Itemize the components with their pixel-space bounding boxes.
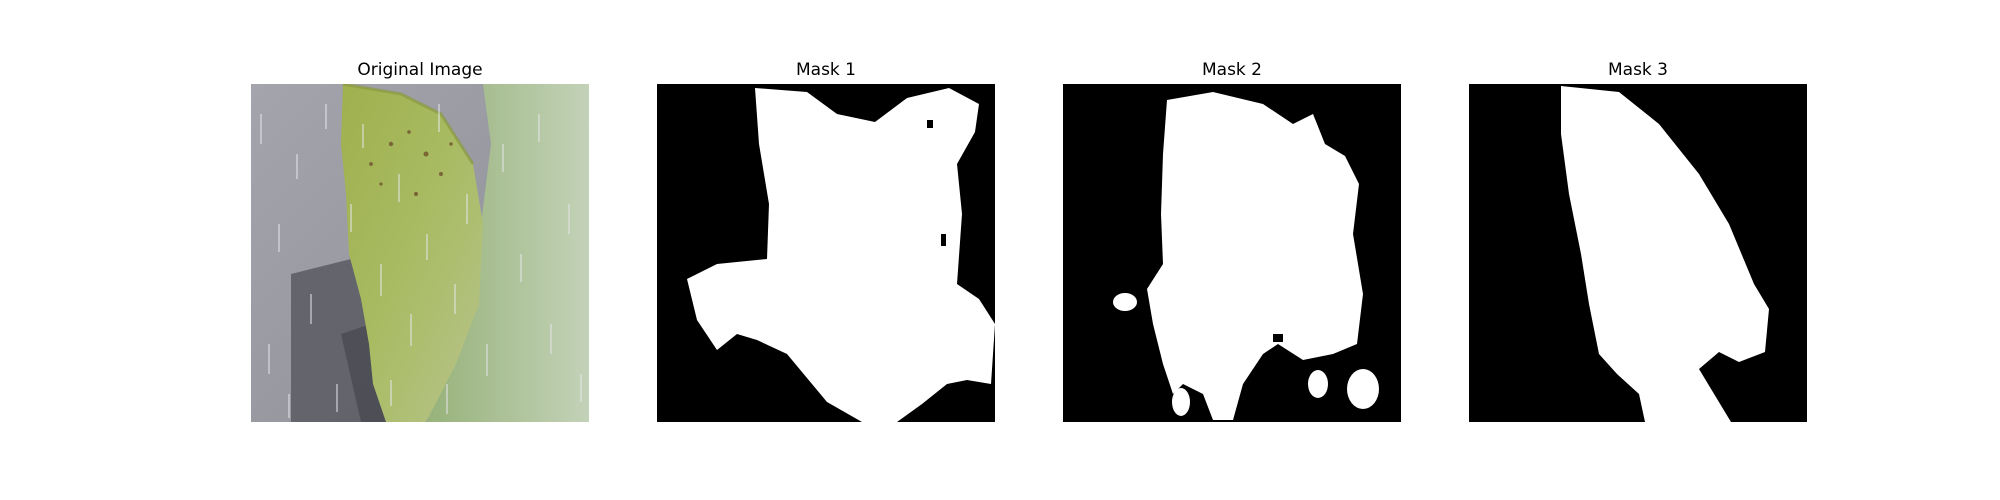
leaf-spots <box>369 130 453 197</box>
panel-title: Mask 2 <box>1201 60 1262 80</box>
panel-mask-2: Mask 2 <box>1063 58 1401 422</box>
panel-title: Original Image <box>357 60 483 80</box>
rain-streaks <box>260 104 582 418</box>
mask-3-image <box>1469 84 1807 422</box>
mask-blob <box>1113 293 1137 311</box>
leaf <box>341 84 483 422</box>
panel-title: Mask 1 <box>795 60 856 80</box>
panel-original-image: Original Image <box>251 58 589 422</box>
panel-mask-1: Mask 1 <box>657 58 995 422</box>
pale-leaf <box>427 84 589 422</box>
panel-title: Mask 3 <box>1607 60 1668 80</box>
mask-1-image <box>657 84 995 422</box>
mask-region <box>1147 92 1363 420</box>
panel-mask-3: Mask 3 <box>1469 58 1807 422</box>
mask-hole <box>1303 94 1333 114</box>
mask-region <box>687 88 995 422</box>
leaf-edge <box>342 84 475 165</box>
mask-hole <box>1273 334 1283 342</box>
mask-2-image <box>1063 84 1401 422</box>
mask-region <box>1561 86 1769 422</box>
original-image <box>251 84 589 422</box>
mask-blob <box>1347 369 1379 409</box>
mask-blob <box>1172 388 1190 416</box>
mask-hole <box>927 120 933 128</box>
mask-blob <box>1308 370 1328 398</box>
mask-hole <box>941 234 946 246</box>
